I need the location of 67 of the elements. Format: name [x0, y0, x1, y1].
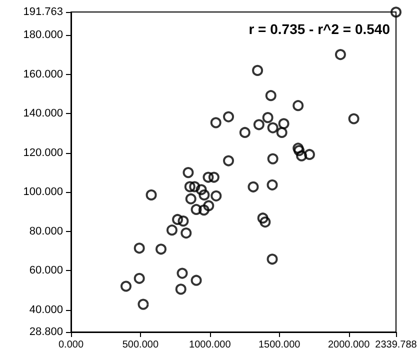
point [196, 184, 207, 196]
point [134, 272, 145, 284]
point [260, 216, 271, 228]
point [292, 100, 304, 112]
y-tick-label: 80.000 [29, 225, 63, 238]
point [138, 298, 149, 310]
point [156, 244, 167, 255]
x-tick-label: 2339.788 [375, 340, 418, 350]
point [180, 228, 192, 239]
point [190, 204, 202, 215]
point [266, 179, 278, 190]
point [262, 112, 274, 124]
point [334, 49, 346, 60]
y-tick-label: 120.000 [23, 146, 63, 159]
point [189, 181, 200, 192]
point [248, 181, 259, 192]
x-tick-label: 2000.000 [328, 340, 370, 350]
y-tick-label: 40.000 [29, 304, 63, 316]
point [185, 193, 196, 204]
point [198, 204, 210, 216]
y-tick-label: 180.000 [23, 29, 63, 42]
point [146, 189, 157, 200]
point [134, 242, 145, 254]
point [253, 119, 264, 130]
point [176, 268, 188, 279]
y-tick-label: 60.000 [29, 264, 63, 277]
point [296, 150, 308, 162]
point [265, 90, 276, 102]
y-tick-label: 160.000 [23, 68, 63, 80]
y-tick-label: 140.000 [23, 108, 63, 120]
point [252, 64, 264, 76]
point [182, 167, 194, 178]
y-tick-label: 100.000 [23, 186, 63, 198]
point [210, 190, 222, 202]
point [208, 172, 220, 183]
point [276, 126, 288, 138]
point [223, 111, 234, 122]
point [172, 214, 184, 225]
point [190, 274, 202, 286]
point [267, 122, 278, 134]
x-tick-label: 1000.000 [189, 340, 232, 350]
point [198, 189, 210, 200]
annotation: r = 0.735 - r^2 = 0.540 [248, 21, 390, 37]
point [175, 284, 186, 295]
point [390, 6, 402, 18]
point [294, 145, 305, 156]
y-tick-label: 191.763 [23, 6, 63, 18]
point [178, 216, 189, 227]
point [166, 224, 178, 236]
point [223, 155, 234, 166]
point [267, 153, 278, 164]
point [202, 172, 214, 183]
x-tick-label: 0.000 [58, 340, 84, 350]
point [210, 117, 222, 128]
point [203, 200, 214, 212]
point [184, 181, 196, 192]
point [257, 212, 268, 224]
point [304, 148, 315, 160]
point [266, 254, 278, 265]
x-tick-label: 500.000 [122, 340, 159, 350]
point [348, 113, 360, 124]
y-tick-label: 28.800 [29, 326, 63, 338]
point [239, 126, 250, 138]
x-tick-label: 1500.000 [258, 340, 301, 350]
point [292, 142, 304, 154]
point [120, 280, 132, 292]
point [278, 118, 290, 130]
